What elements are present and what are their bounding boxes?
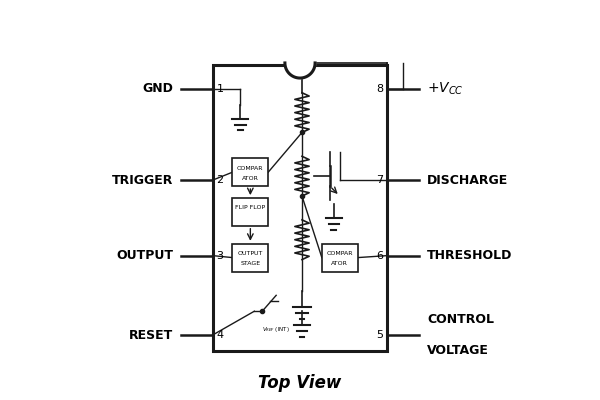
Text: $+V_{CC}$: $+V_{CC}$ [427, 80, 464, 97]
Text: TRIGGER: TRIGGER [112, 174, 173, 187]
Text: COMPAR: COMPAR [326, 251, 353, 256]
FancyBboxPatch shape [322, 244, 358, 272]
Text: FLIP FLOP: FLIP FLOP [235, 206, 265, 210]
Text: 6: 6 [376, 251, 383, 261]
Text: 7: 7 [376, 175, 383, 185]
Text: GND: GND [142, 82, 173, 95]
Text: 2: 2 [217, 175, 224, 185]
Text: 4: 4 [217, 330, 224, 340]
Text: $V_{REF}$ (INT): $V_{REF}$ (INT) [262, 324, 290, 334]
Text: ATOR: ATOR [331, 261, 348, 266]
FancyBboxPatch shape [232, 158, 268, 186]
Text: ATOR: ATOR [242, 176, 259, 181]
Text: STAGE: STAGE [240, 261, 260, 266]
Text: 3: 3 [217, 251, 224, 261]
Text: RESET: RESET [128, 328, 173, 342]
Text: DISCHARGE: DISCHARGE [427, 174, 508, 187]
Text: VOLTAGE: VOLTAGE [427, 344, 489, 358]
Text: OUTPUT: OUTPUT [238, 251, 263, 256]
Text: THRESHOLD: THRESHOLD [427, 249, 512, 262]
Text: COMPAR: COMPAR [237, 166, 263, 171]
Text: 8: 8 [376, 84, 383, 94]
Text: CONTROL: CONTROL [427, 313, 494, 326]
FancyBboxPatch shape [232, 198, 268, 226]
Text: 1: 1 [217, 84, 224, 94]
Text: OUTPUT: OUTPUT [116, 249, 173, 262]
FancyBboxPatch shape [212, 65, 388, 351]
Text: Top View: Top View [259, 374, 341, 392]
Text: 5: 5 [376, 330, 383, 340]
FancyBboxPatch shape [232, 244, 268, 272]
